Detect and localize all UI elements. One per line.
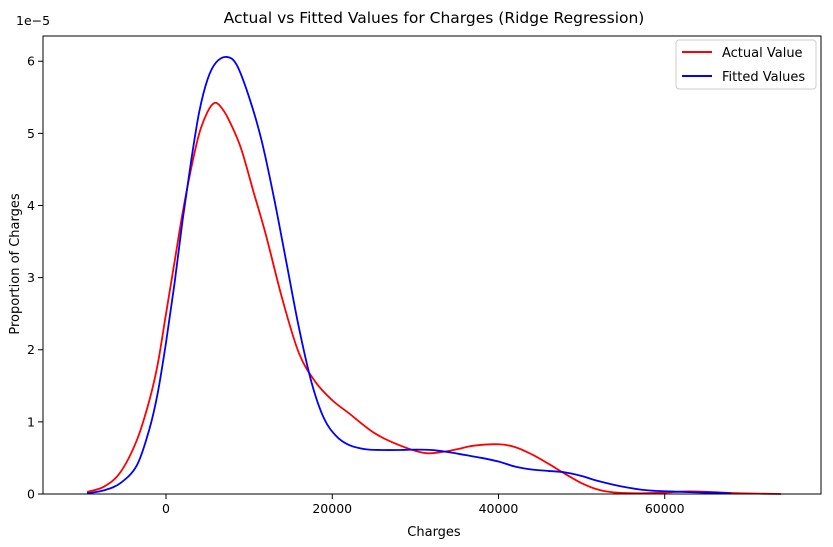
x-tick-label: 40000: [479, 501, 519, 516]
series-line-actual: [86, 101, 782, 495]
axis-ticks: 0 20000 40000 60000 0 1 2 3 4 5 6: [27, 54, 685, 516]
legend-label-actual: Actual Value: [722, 46, 803, 61]
y-tick-label: 2: [27, 342, 35, 357]
x-axis-label: Charges: [407, 525, 461, 540]
legend: Actual Value Fitted Values: [675, 39, 817, 90]
series-line-fitted: [86, 56, 732, 495]
y-tick-label: 0: [27, 487, 35, 502]
chart-title: Actual vs Fitted Values for Charges (Rid…: [224, 9, 645, 27]
x-tick-label: 20000: [312, 501, 352, 516]
x-tick-label: 60000: [645, 501, 685, 516]
y-tick-label: 4: [27, 198, 35, 213]
legend-label-fitted: Fitted Values: [722, 70, 805, 85]
plot-frame: [42, 35, 822, 495]
y-tick-label: 1: [27, 414, 35, 429]
x-tick-label: 0: [162, 501, 170, 516]
series-layer: [86, 56, 782, 495]
y-scale-label: 1e−5: [16, 13, 50, 28]
y-axis-label: Proportion of Charges: [8, 193, 23, 335]
y-tick-label: 5: [27, 126, 35, 141]
y-tick-label: 3: [27, 270, 35, 285]
y-tick-label: 6: [27, 54, 35, 69]
